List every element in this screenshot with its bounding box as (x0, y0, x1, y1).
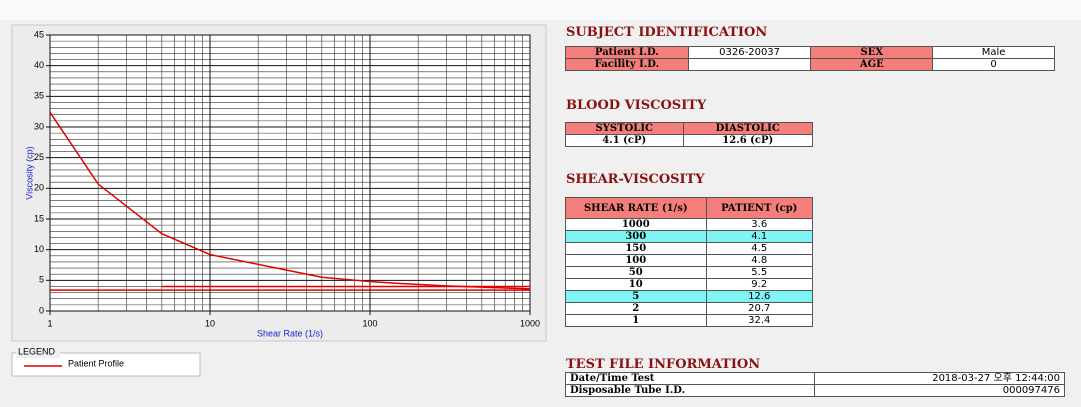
blood-header-row: SYSTOLIC DIASTOLIC (565, 122, 814, 135)
subject-row: Facility I.D. AGE 0 (565, 58, 1055, 71)
field-label: Facility I.D. (565, 58, 689, 71)
x-tick-label: 100 (362, 318, 377, 328)
viscosity-value: 32.4 (705, 314, 813, 327)
shear-row: 300 4.1 (565, 230, 813, 243)
y-tick-label: 25 (34, 152, 44, 162)
testfile-label: Disposable Tube I.D. (565, 384, 815, 397)
testfile-table: Date/Time Test 2018-03-27 오후 12:44:00 Disp… (565, 372, 1065, 397)
shear-table: SHEAR RATE (1/s) PATIENT (cp) 1000 3.6 300 4.… (565, 197, 813, 327)
viscosity-value: 4.1 (705, 230, 813, 243)
field-value: 0326-20037 (687, 46, 812, 59)
shear-row: 1000 3.6 (565, 218, 813, 231)
blood-value: 12.6 (cP) (682, 134, 814, 147)
y-axis-label: Viscosity (cp) (24, 146, 34, 199)
y-tick-label: 45 (34, 29, 44, 39)
y-tick-label: 20 (34, 183, 44, 193)
viscosity-value: 12.6 (705, 290, 813, 303)
blood-table: SYSTOLIC DIASTOLIC 4.1 (cP) 12.6 (cP) (565, 122, 814, 147)
viscosity-value: 9.2 (705, 278, 813, 291)
y-tick-label: 5 (39, 275, 44, 285)
y-tick-label: 30 (34, 121, 44, 131)
x-axis-label: Shear Rate (1/s) (257, 328, 323, 338)
blood-value: 4.1 (cP) (565, 134, 684, 147)
y-tick-label: 15 (34, 213, 44, 223)
legend-title-bg (16, 346, 60, 358)
y-tick-label: 0 (39, 305, 44, 315)
testfile-row: Disposable Tube I.D. 000097476 (565, 384, 1065, 397)
shear-rate: 1 (565, 314, 707, 327)
shear-rate: 5 (565, 290, 707, 303)
x-tick-label: 1000 (520, 318, 540, 328)
field-value: 0 (932, 58, 1055, 71)
testfile-value: 2018-03-27 오후 12:44:00 (814, 372, 1065, 385)
y-tick-label: 10 (34, 244, 44, 254)
plot-area (49, 34, 531, 312)
chart: LEGEND 0 5 10 15 20 25 30 35 40 45 1 10 100 1000 Shear… (11, 24, 547, 377)
legend-title: LEGEND (18, 346, 56, 356)
subject-title: SUBJECT IDENTIFICATION (566, 25, 768, 40)
x-tick-label: 10 (205, 318, 215, 328)
subject-row: Patient I.D. 0326-20037 SEX Male (565, 46, 1055, 59)
shear-row: 2 20.7 (565, 302, 813, 315)
viscosity-value: 4.5 (705, 242, 813, 255)
field-value (687, 58, 812, 71)
blood-value-row: 4.1 (cP) 12.6 (cP) (565, 134, 814, 147)
shear-header: SHEAR RATE (1/s) (565, 197, 707, 219)
shear-rate: 50 (565, 266, 707, 279)
shear-header-row: SHEAR RATE (1/s) PATIENT (cp) (565, 197, 813, 219)
shear-row: 10 9.2 (565, 278, 813, 291)
shear-header: PATIENT (cp) (705, 197, 813, 219)
x-tick-label: 1 (47, 318, 52, 328)
viscosity-value: 3.6 (705, 218, 813, 231)
viscosity-value: 4.8 (705, 254, 813, 267)
shear-row: 150 4.5 (565, 242, 813, 255)
field-value: Male (932, 46, 1055, 59)
viscosity-value: 5.5 (705, 266, 813, 279)
viscosity-value: 20.7 (705, 302, 813, 315)
testfile-label: Date/Time Test (565, 372, 815, 385)
blood-title: BLOOD VISCOSITY (566, 98, 707, 113)
field-label: AGE (810, 58, 934, 71)
shear-rate: 10 (565, 278, 707, 291)
y-tick-label: 40 (34, 60, 44, 70)
shear-row: 50 5.5 (565, 266, 813, 279)
shear-row: 5 12.6 (565, 290, 813, 303)
testfile-title: TEST FILE INFORMATION (566, 357, 761, 372)
field-label: Patient I.D. (565, 46, 689, 59)
testfile-row: Date/Time Test 2018-03-27 오후 12:44:00 (565, 372, 1065, 385)
top-bar (0, 0, 1081, 20)
shear-rate: 2 (565, 302, 707, 315)
blood-header: SYSTOLIC (565, 122, 684, 135)
field-label: SEX (810, 46, 934, 59)
subject-table: Patient I.D. 0326-20037 SEX Male Facility I.… (565, 46, 1055, 71)
testfile-value: 000097476 (814, 384, 1065, 397)
shear-rate: 300 (565, 230, 707, 243)
shear-rate: 150 (565, 242, 707, 255)
data-line (49, 111, 531, 290)
shear-title: SHEAR-VISCOSITY (566, 172, 705, 187)
legend-label: Patient Profile (68, 358, 124, 368)
shear-row: 1 32.4 (565, 314, 813, 327)
shear-rate: 1000 (565, 218, 707, 231)
blood-header: DIASTOLIC (682, 122, 814, 135)
shear-rate: 100 (565, 254, 707, 267)
shear-row: 100 4.8 (565, 254, 813, 267)
y-tick-label: 35 (34, 91, 44, 101)
legend-box (11, 352, 201, 377)
